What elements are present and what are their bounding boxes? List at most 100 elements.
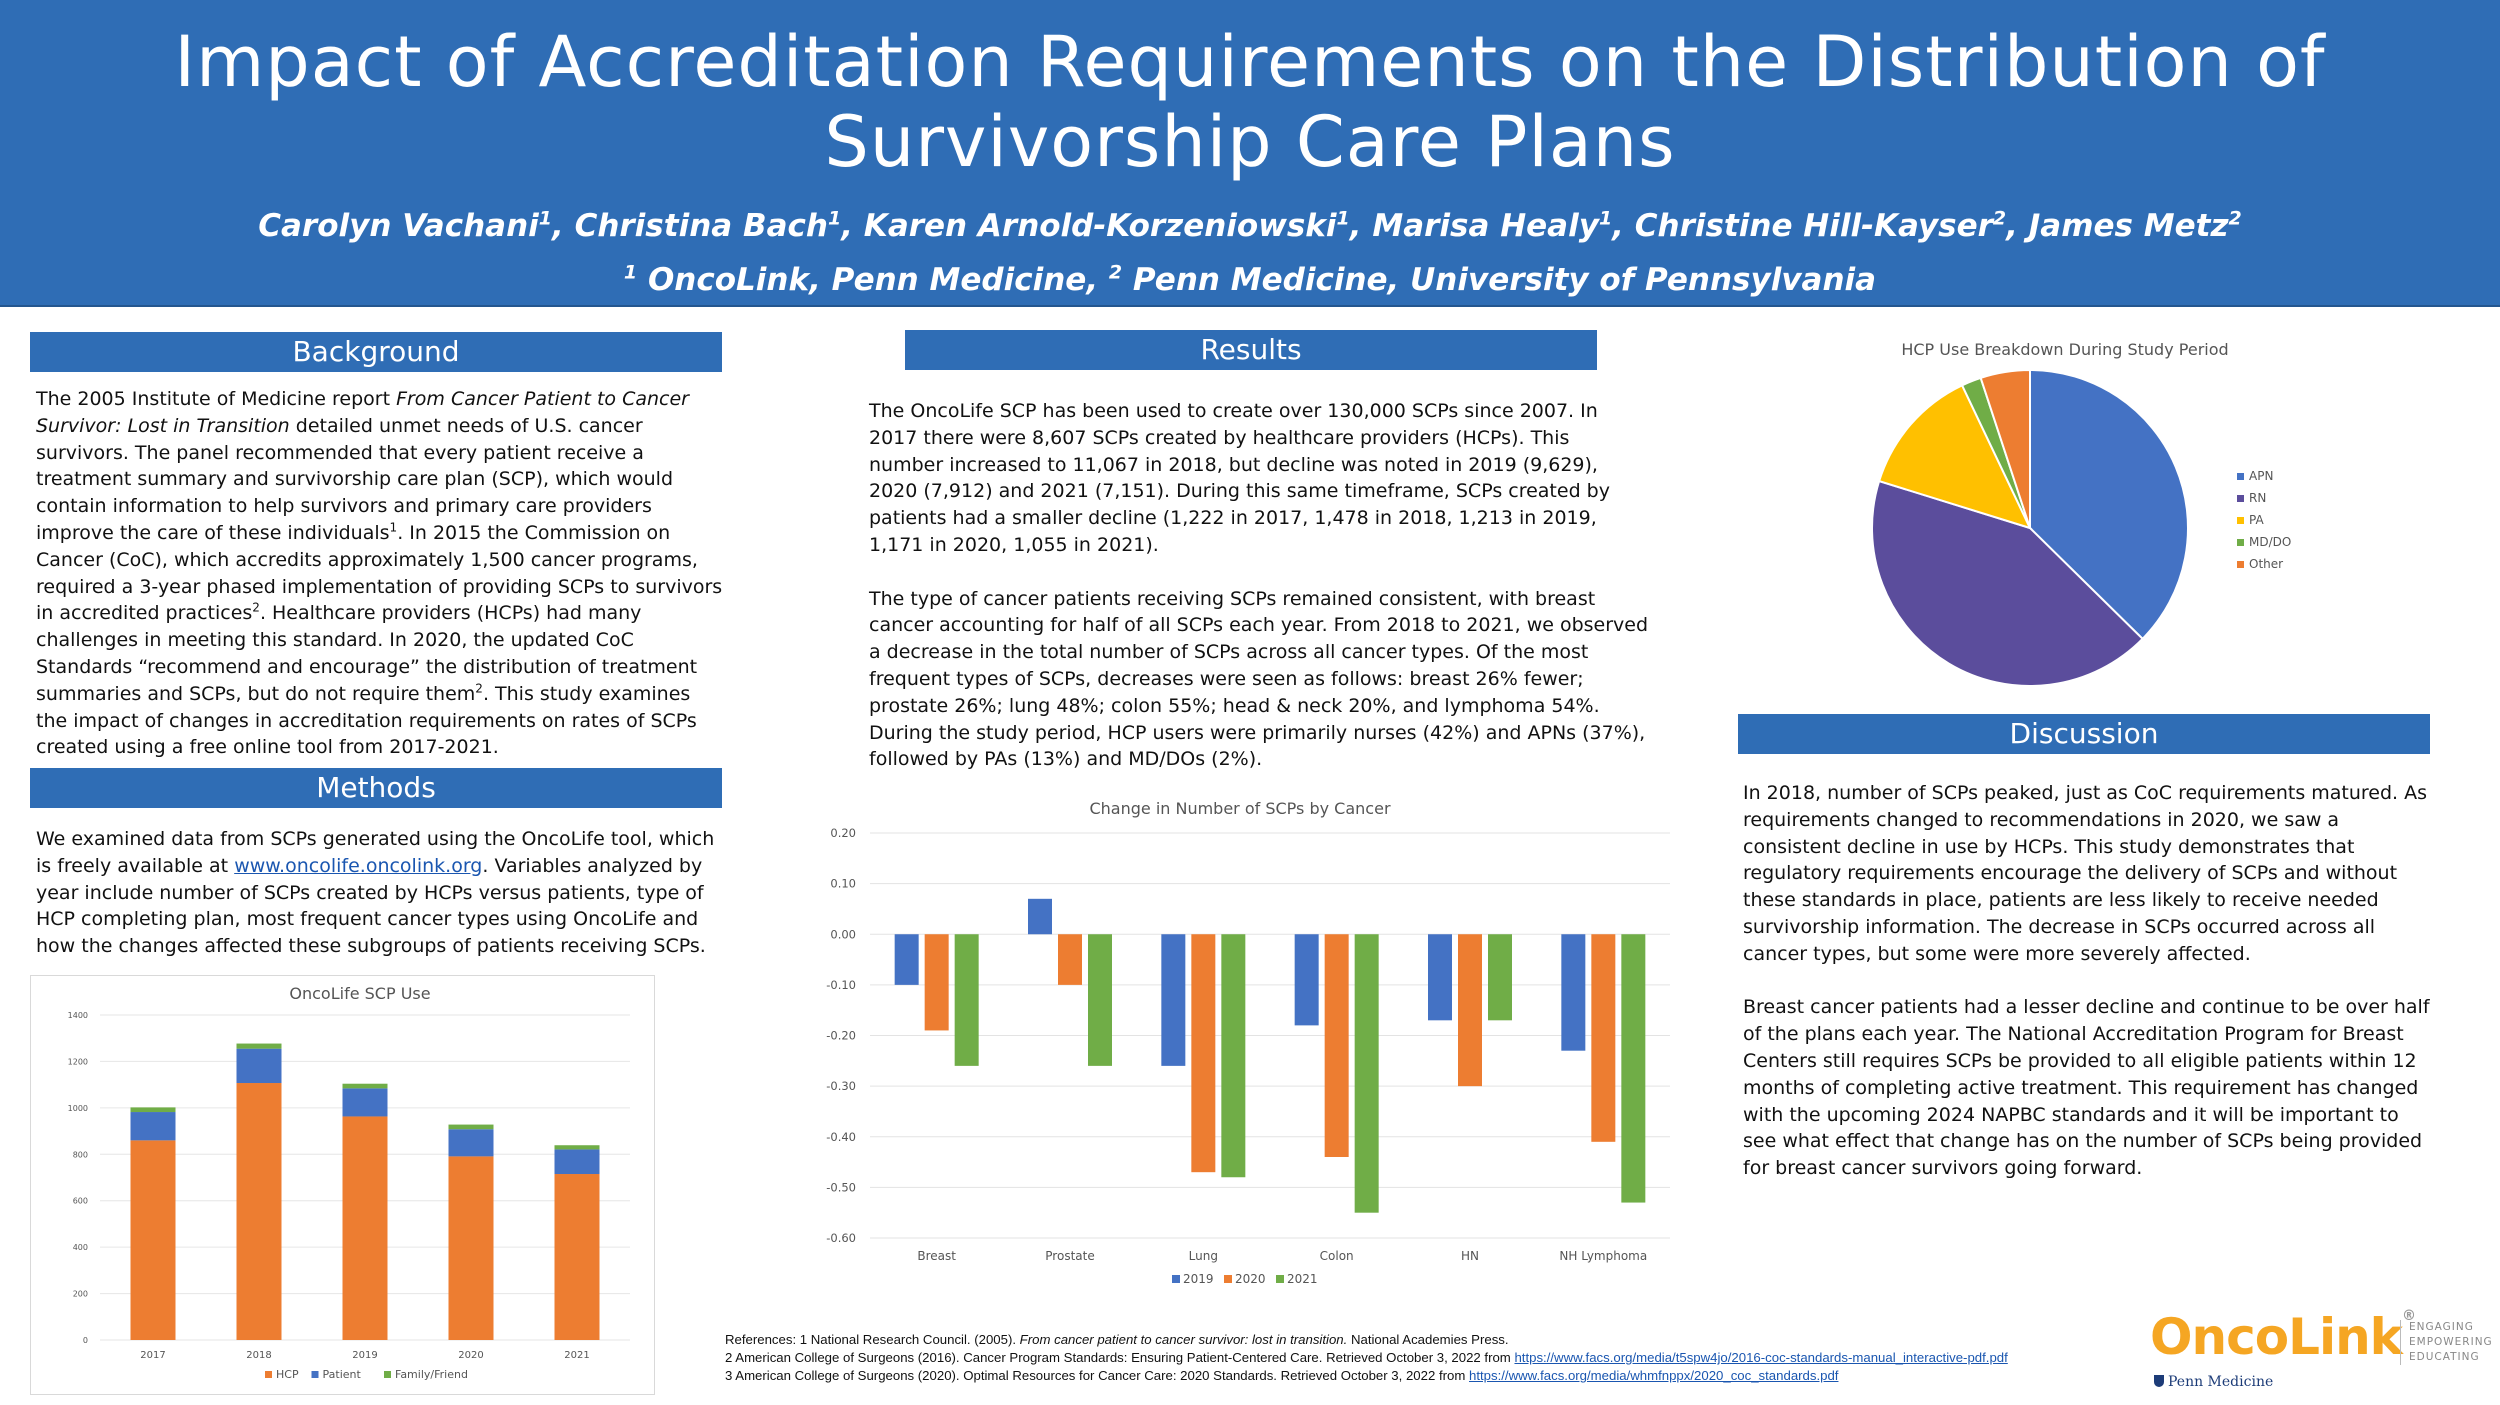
bar-segment [554,1149,600,1175]
discussion-paragraph-2: Breast cancer patients had a lesser decl… [1743,996,2430,1180]
bar-segment [342,1116,388,1340]
background-text: The 2005 Institute of Medicine report Fr… [36,386,726,761]
discussion-text: In 2018, number of SCPs peaked, just as … [1743,780,2433,1182]
x-tick-label: NH Lymphoma [1559,1249,1647,1263]
bar-segment [342,1088,388,1117]
legend-label: APN [2249,469,2273,483]
bar [1221,934,1246,1178]
pie-slice [2029,368,2189,641]
x-tick-label: Breast [917,1249,956,1263]
legend-swatch [1224,1275,1232,1283]
author-list: Carolyn Vachani1, Christina Bach1, Karen… [0,196,2500,249]
bar [1324,934,1349,1157]
x-tick-label: Colon [1320,1249,1354,1263]
legend-swatch [311,1371,319,1378]
y-tick-label: -0.30 [826,1079,856,1093]
oncolife-link[interactable]: www.oncolife.oncolink.org [234,854,483,877]
y-tick-label: 0.10 [830,877,856,891]
background-paragraph: The 2005 Institute of Medicine report Fr… [36,388,723,759]
legend-swatch [2237,495,2244,502]
pie-slice [1871,479,2145,687]
bar [1028,898,1052,935]
pie-slice [1877,384,2032,530]
bar-segment [448,1124,494,1130]
chart-title: Change in Number of SCPs by Cancer [1089,799,1390,818]
author: Christina Bach1, [574,208,864,245]
author-block: Carolyn Vachani1, Christina Bach1, Karen… [0,196,2500,303]
author: Karen Arnold-Korzeniowski1, [863,208,1373,245]
x-tick-label: 2021 [564,1350,589,1361]
legend-swatch [265,1371,272,1378]
author: James Metz2 [2028,208,2242,245]
x-tick-label: 2020 [458,1350,483,1361]
results-paragraph-2: The type of cancer patients receiving SC… [869,587,1649,771]
results-text: The OncoLife SCP has been used to create… [869,398,1649,773]
bar [1088,934,1112,1066]
x-tick-label: HN [1461,1249,1479,1263]
bar-segment [554,1145,600,1150]
legend-label: PA [2249,513,2264,527]
bar-segment [236,1043,282,1049]
legend-swatch [1276,1275,1284,1283]
y-tick-label: 800 [73,1150,88,1159]
reference-2-link[interactable]: https://www.facs.org/media/t5spw4jo/2016… [1514,1350,2008,1365]
y-tick-label: -0.10 [826,978,856,992]
bar [1621,934,1646,1203]
chart-title: HCP Use Breakdown During Study Period [1901,340,2228,359]
results-heading: Results [905,330,1597,370]
bar [1161,934,1186,1066]
bar [1294,934,1319,1026]
y-tick-label: 400 [73,1243,88,1252]
y-tick-label: 0.20 [830,826,856,840]
chart-title: OncoLife SCP Use [289,984,430,1003]
bar-segment [130,1112,176,1141]
title-line-2: Survivorship Care Plans [824,101,1676,183]
references: References: 1 National Research Council.… [725,1331,2008,1385]
bar-segment [448,1129,494,1157]
legend-label: Other [2249,557,2283,571]
affiliation-list: 1 OncoLink, Penn Medicine, 2 Penn Medici… [0,249,2500,302]
poster-header: Impact of Accreditation Requirements on … [0,0,2500,307]
bar [954,934,979,1066]
y-tick-label: 0 [83,1336,88,1345]
bar [1591,934,1616,1142]
legend-swatch [2237,473,2244,480]
logo-tagline: ENGAGING EMPOWERING EDUCATING [2400,1320,2493,1365]
poster-title: Impact of Accreditation Requirements on … [0,22,2500,182]
legend-label: MD/DO [2249,535,2291,549]
reference-3-link[interactable]: https://www.facs.org/media/whmfnppx/2020… [1469,1368,1839,1383]
logo-wordmark: OncoLink® [2150,1308,2416,1366]
legend-label: HCP [276,1368,299,1381]
bar [1458,934,1482,1087]
author: Carolyn Vachani1, [258,208,575,245]
bar [1354,934,1379,1213]
reference-3: 3 American College of Surgeons (2020). O… [725,1368,1839,1383]
bar-segment [236,1048,282,1084]
y-tick-label: 1000 [68,1104,88,1113]
y-tick-label: 200 [73,1290,88,1299]
bar [894,934,919,985]
bar-segment [130,1140,176,1340]
x-tick-label: 2019 [352,1350,377,1361]
x-tick-label: Lung [1189,1249,1218,1263]
penn-shield-icon [2154,1375,2164,1387]
legend-label: 2020 [1235,1272,1266,1286]
x-tick-label: 2017 [140,1350,165,1361]
oncolife-scp-use-chart: OncoLife SCP Use 0 200 400 600 800 1000 1200 140… [30,975,655,1395]
legend-label: 2019 [1183,1272,1214,1286]
hcp-use-pie-chart: HCP Use Breakdown During Study Period APN… [1871,340,2291,687]
oncolink-logo: OncoLink® ENGAGING EMPOWERING EDUCATING … [2150,1300,2493,1395]
legend-label: Patient [323,1368,362,1381]
legend-swatch [1172,1275,1180,1283]
bar [1191,934,1216,1173]
results-paragraph-1: The OncoLife SCP has been used to create… [869,400,1610,556]
background-heading: Background [30,332,722,372]
y-tick-label: 600 [73,1197,88,1206]
bar-segment [236,1083,282,1340]
y-tick-label: -0.50 [826,1180,856,1194]
bar-segment [554,1174,600,1340]
bar-segment [342,1083,388,1089]
legend-swatch [384,1371,391,1378]
methods-heading: Methods [30,768,722,808]
methods-text: We examined data from SCPs generated usi… [36,826,726,960]
